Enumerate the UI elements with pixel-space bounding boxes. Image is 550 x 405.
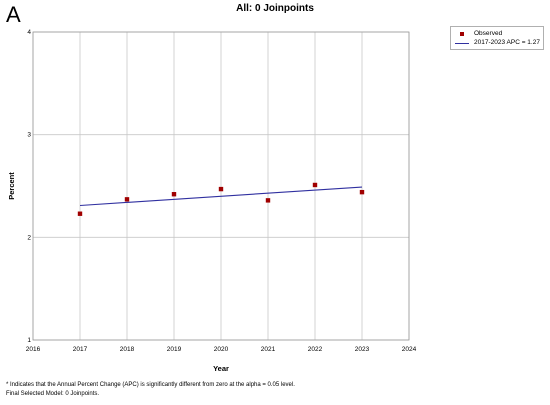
trend-line — [79, 186, 363, 207]
observed-marker-icon — [455, 30, 469, 38]
footnote-apc: * Indicates that the Annual Percent Chan… — [6, 382, 295, 388]
chart-title: All: 0 Joinpoints — [236, 3, 314, 14]
x-tick-label: 2020 — [214, 346, 229, 353]
trend-line-icon — [455, 39, 469, 47]
plot-frame — [32, 31, 410, 341]
x-tick-label: 2017 — [73, 346, 88, 353]
footnote-model: Final Selected Model: 0 Joinpoints. — [6, 391, 100, 397]
legend-item-observed: Observed — [455, 29, 502, 38]
panel-label: A — [6, 2, 21, 27]
x-tick-label: 2022 — [308, 346, 323, 353]
data-point — [312, 182, 318, 188]
data-point — [265, 198, 271, 203]
data-point — [359, 189, 365, 195]
legend-label-trend: 2017-2023 APC = 1.27 — [474, 39, 540, 46]
y-tick-label: 1 — [27, 337, 31, 344]
data-point — [171, 192, 177, 197]
y-tick-label: 4 — [27, 29, 31, 36]
y-tick-label: 3 — [27, 132, 31, 139]
x-tick-label: 2018 — [120, 346, 135, 353]
y-tick-label: 2 — [27, 234, 31, 241]
x-tick-label: 2016 — [26, 346, 41, 353]
x-tick-label: 2024 — [402, 346, 417, 353]
legend-item-trend: 2017-2023 APC = 1.27 — [455, 38, 540, 47]
x-tick-label: 2023 — [355, 346, 370, 353]
x-tick-label: 2019 — [167, 346, 182, 353]
data-point — [218, 186, 224, 192]
data-point — [77, 211, 83, 216]
x-axis-label: Year — [213, 364, 229, 373]
y-axis-label: Percent — [7, 172, 16, 200]
legend-label-observed: Observed — [474, 30, 503, 37]
x-tick-label: 2021 — [261, 346, 276, 353]
data-point — [124, 197, 130, 202]
chart-legend: Observed 2017-2023 APC = 1.27 — [450, 26, 544, 50]
